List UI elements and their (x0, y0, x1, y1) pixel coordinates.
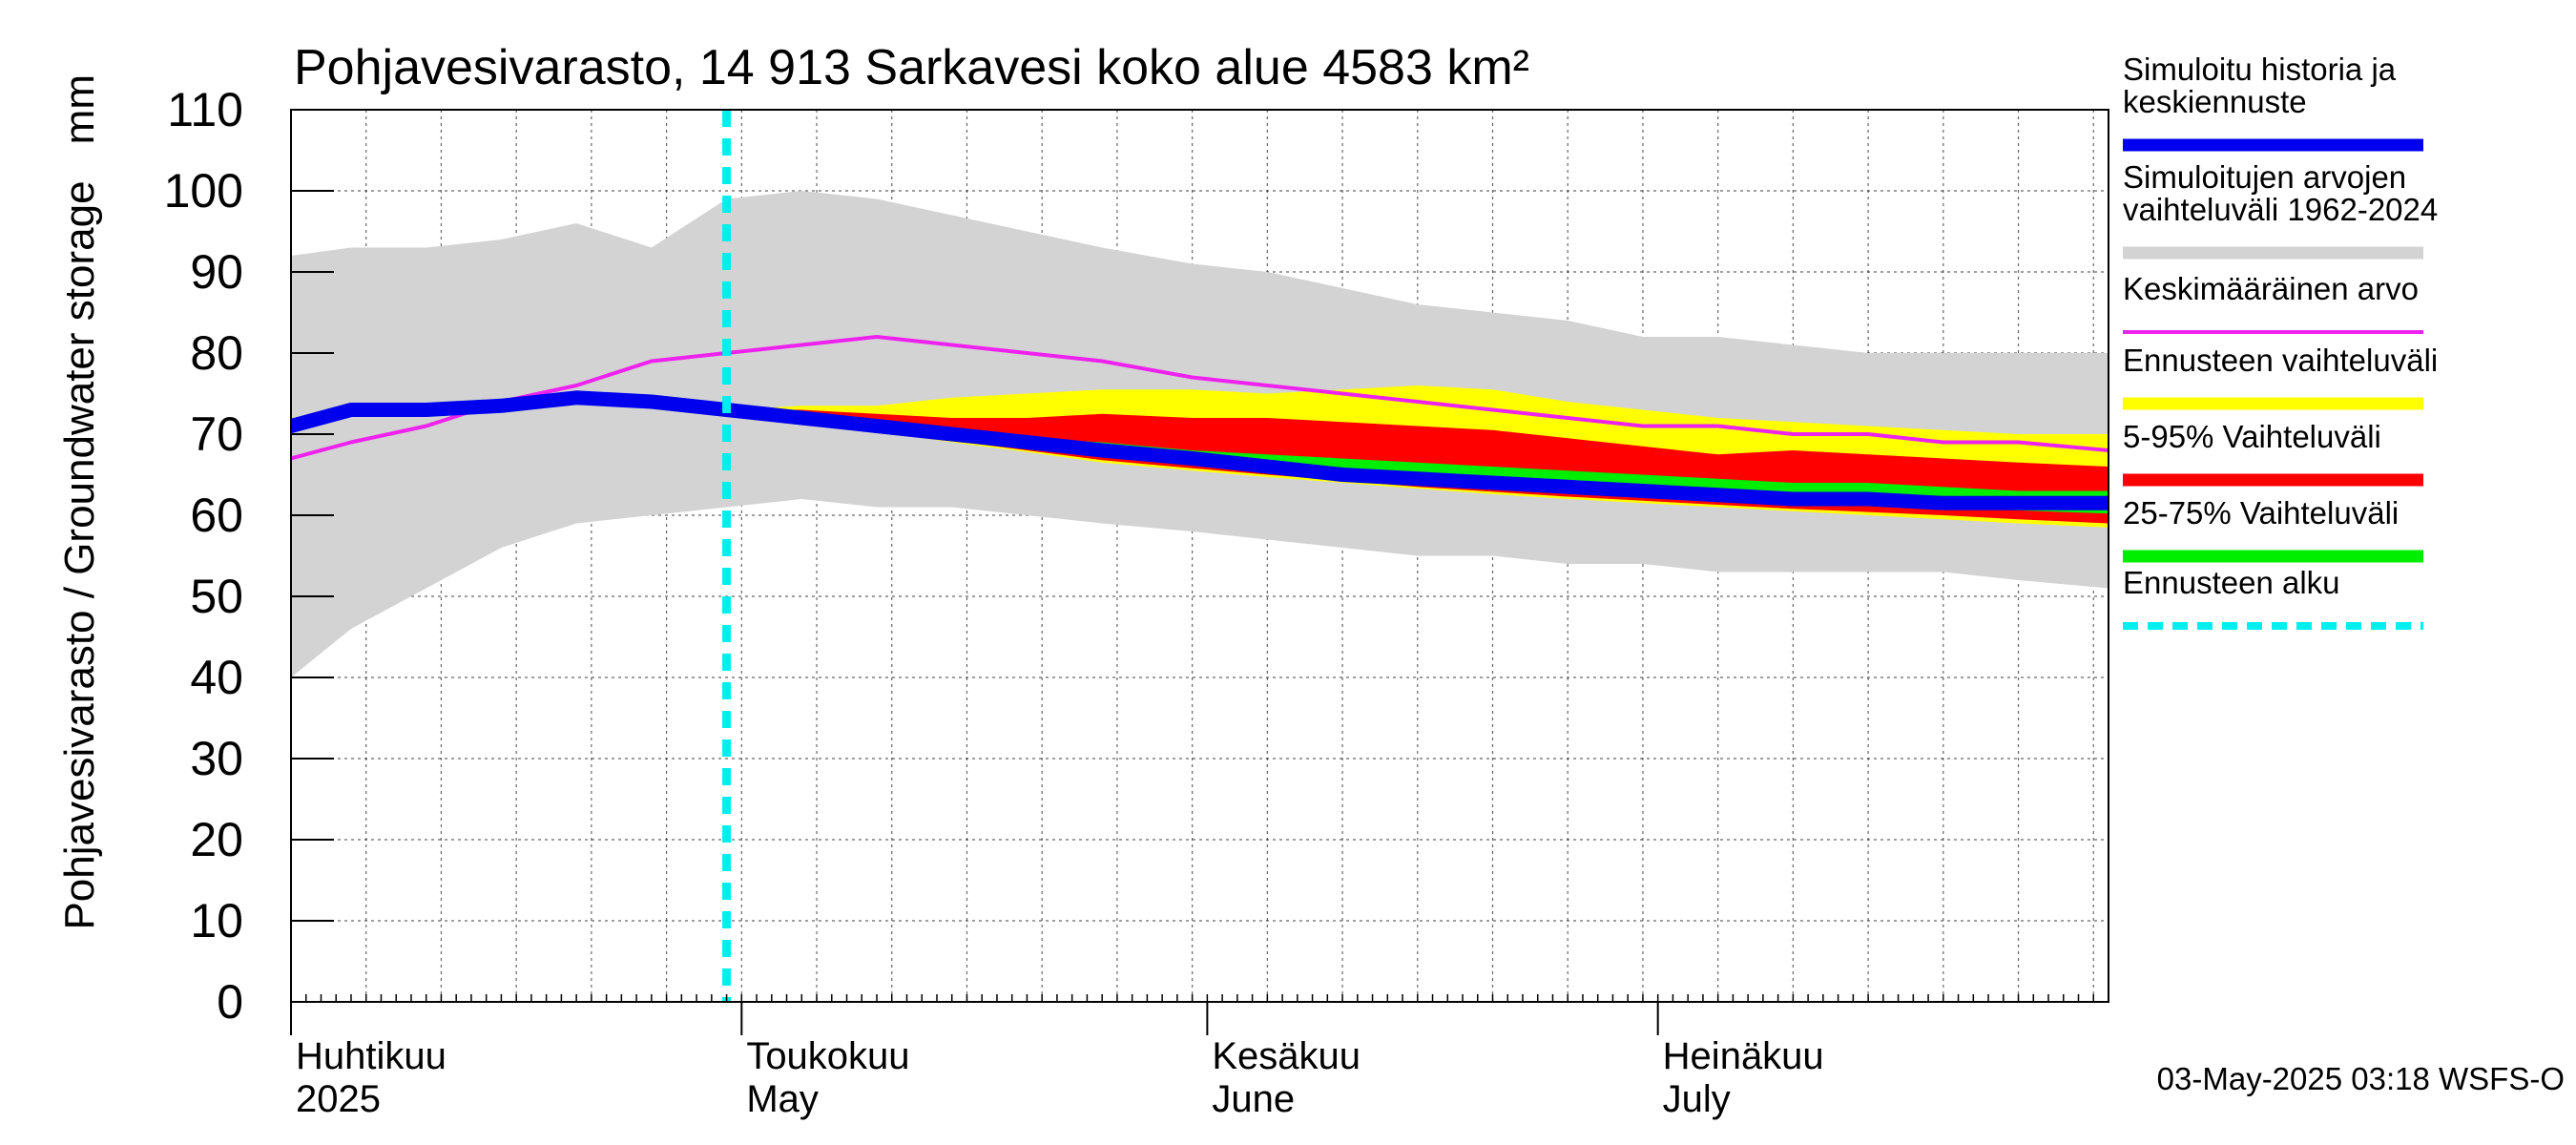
x-month-label: Kesäkuu (1212, 1035, 1361, 1077)
plot-frame (290, 109, 2109, 1003)
x-month-sublabel: June (1212, 1078, 1295, 1120)
footer-timestamp: 03-May-2025 03:18 WSFS-O (2157, 1061, 2565, 1096)
forecast-25-75-band (726, 409, 2109, 514)
x-month-sublabel: 2025 (296, 1078, 381, 1120)
legend-label: vaihteluväli 1962-2024 (2123, 192, 2438, 227)
legend-label: 5-95% Vaihteluväli (2123, 419, 2381, 454)
y-tick-label: 30 (190, 732, 243, 785)
y-tick-label: 70 (190, 407, 243, 461)
x-month-sublabel: July (1663, 1078, 1731, 1120)
legend-label: 25-75% Vaihteluväli (2123, 495, 2399, 531)
y-tick-label: 90 (190, 245, 243, 299)
legend-label: Simuloitu historia ja (2123, 52, 2397, 87)
y-axis-unit: mm (56, 74, 103, 144)
x-month-sublabel: May (746, 1078, 819, 1120)
y-axis-label: Pohjavesivarasto / Groundwater storage (56, 180, 103, 929)
legend-label: keskiennuste (2123, 84, 2307, 119)
x-month-label: Heinäkuu (1663, 1035, 1824, 1077)
y-tick-label: 40 (190, 651, 243, 704)
y-tick-label: 0 (217, 975, 243, 1029)
y-tick-label: 100 (164, 164, 243, 218)
legend-label: Keskimääräinen arvo (2123, 271, 2419, 306)
data-layer (291, 110, 2109, 1002)
legend-label: Simuloitujen arvojen (2123, 159, 2406, 195)
y-tick-label: 20 (190, 813, 243, 866)
mean-line (291, 335, 2109, 461)
y-tick-label: 10 (190, 894, 243, 947)
y-tick-label: 80 (190, 326, 243, 380)
y-tick-label: 110 (167, 83, 243, 136)
chart-title: Pohjavesivarasto, 14 913 Sarkavesi koko … (294, 40, 1529, 95)
legend-label: Ennusteen vaihteluväli (2123, 343, 2438, 378)
x-month-label: Toukokuu (746, 1035, 909, 1077)
legend-label: Ennusteen alku (2123, 565, 2340, 600)
y-tick-label: 60 (190, 489, 243, 542)
simulated-median-line (291, 390, 2109, 510)
y-tick-label: 50 (190, 570, 243, 623)
x-month-label: Huhtikuu (296, 1035, 447, 1077)
